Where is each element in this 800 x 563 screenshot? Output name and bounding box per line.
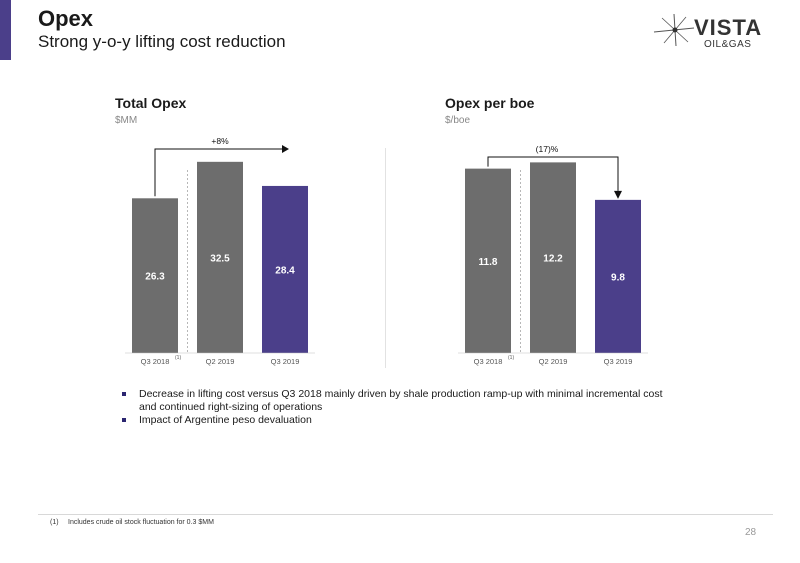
data-label: 12.2: [543, 254, 563, 265]
chart-unit-opex-per-boe: $/boe: [445, 115, 471, 126]
bar: [530, 162, 576, 353]
logo-wordmark: VISTA: [694, 15, 763, 40]
annotation-label: (17)%: [536, 144, 559, 154]
data-label: 26.3: [145, 272, 165, 283]
category-superscript: (1): [508, 355, 514, 361]
data-label: 28.4: [275, 265, 295, 276]
category-label: Q2 2019: [206, 357, 235, 366]
category-label: Q3 2019: [604, 357, 633, 366]
chart-divider: [385, 148, 386, 368]
category-label: Q3 2018: [141, 357, 170, 366]
chart-unit-total-opex: $MM: [115, 115, 138, 126]
bar: [595, 199, 641, 353]
page-number: 28: [745, 527, 757, 538]
page-subtitle: Strong y-o-y lifting cost reduction: [38, 32, 286, 51]
bar: [197, 161, 243, 353]
category-label: Q3 2018: [474, 357, 503, 366]
data-label: 9.8: [611, 272, 625, 283]
category-label: Q2 2019: [539, 357, 568, 366]
footnote-text: Includes crude oil stock fluctuation for…: [68, 519, 214, 526]
bar: [132, 198, 178, 353]
chart-total-opex: 26.3 Q3 2018 (1) 32.5 Q2 2019 28.4 Q3 2019 +8%: [125, 136, 315, 366]
chart-title-total-opex: Total Opex: [115, 95, 187, 111]
bullet-item: Decrease in lifting cost versus Q3 2018 …: [122, 388, 682, 414]
footer-divider: [38, 514, 773, 515]
annotation-label: +8%: [211, 136, 229, 146]
bullet-item: Impact of Argentine peso devaluation: [122, 414, 682, 427]
footnote: (1) Includes crude oil stock fluctuation …: [50, 519, 214, 526]
data-label: 32.5: [210, 253, 230, 264]
footnote-number: (1): [50, 519, 59, 526]
chart-opex-per-boe: 11.8 Q3 2018 (1) 12.2 Q2 2019 9.8 Q3 2019 (17)%: [458, 144, 648, 366]
accent-bar: [0, 0, 11, 60]
logo-tagline: OIL&GAS: [704, 39, 752, 50]
bar: [262, 185, 308, 353]
category-superscript: (1): [175, 355, 181, 361]
arrowhead-icon: [282, 145, 289, 153]
data-label: 11.8: [479, 257, 498, 268]
bar: [465, 168, 511, 353]
star-icon: [653, 13, 695, 47]
annotation-arrow: [154, 148, 283, 197]
page-title: Opex: [38, 6, 94, 31]
chart-title-opex-per-boe: Opex per boe: [445, 95, 535, 111]
arrowhead-icon: [614, 190, 622, 199]
category-label: Q3 2019: [271, 357, 300, 366]
vista-logo: VISTA OIL&GAS: [652, 12, 762, 52]
annotation-arrow: [487, 156, 619, 191]
bullet-list: Decrease in lifting cost versus Q3 2018 …: [122, 388, 682, 427]
